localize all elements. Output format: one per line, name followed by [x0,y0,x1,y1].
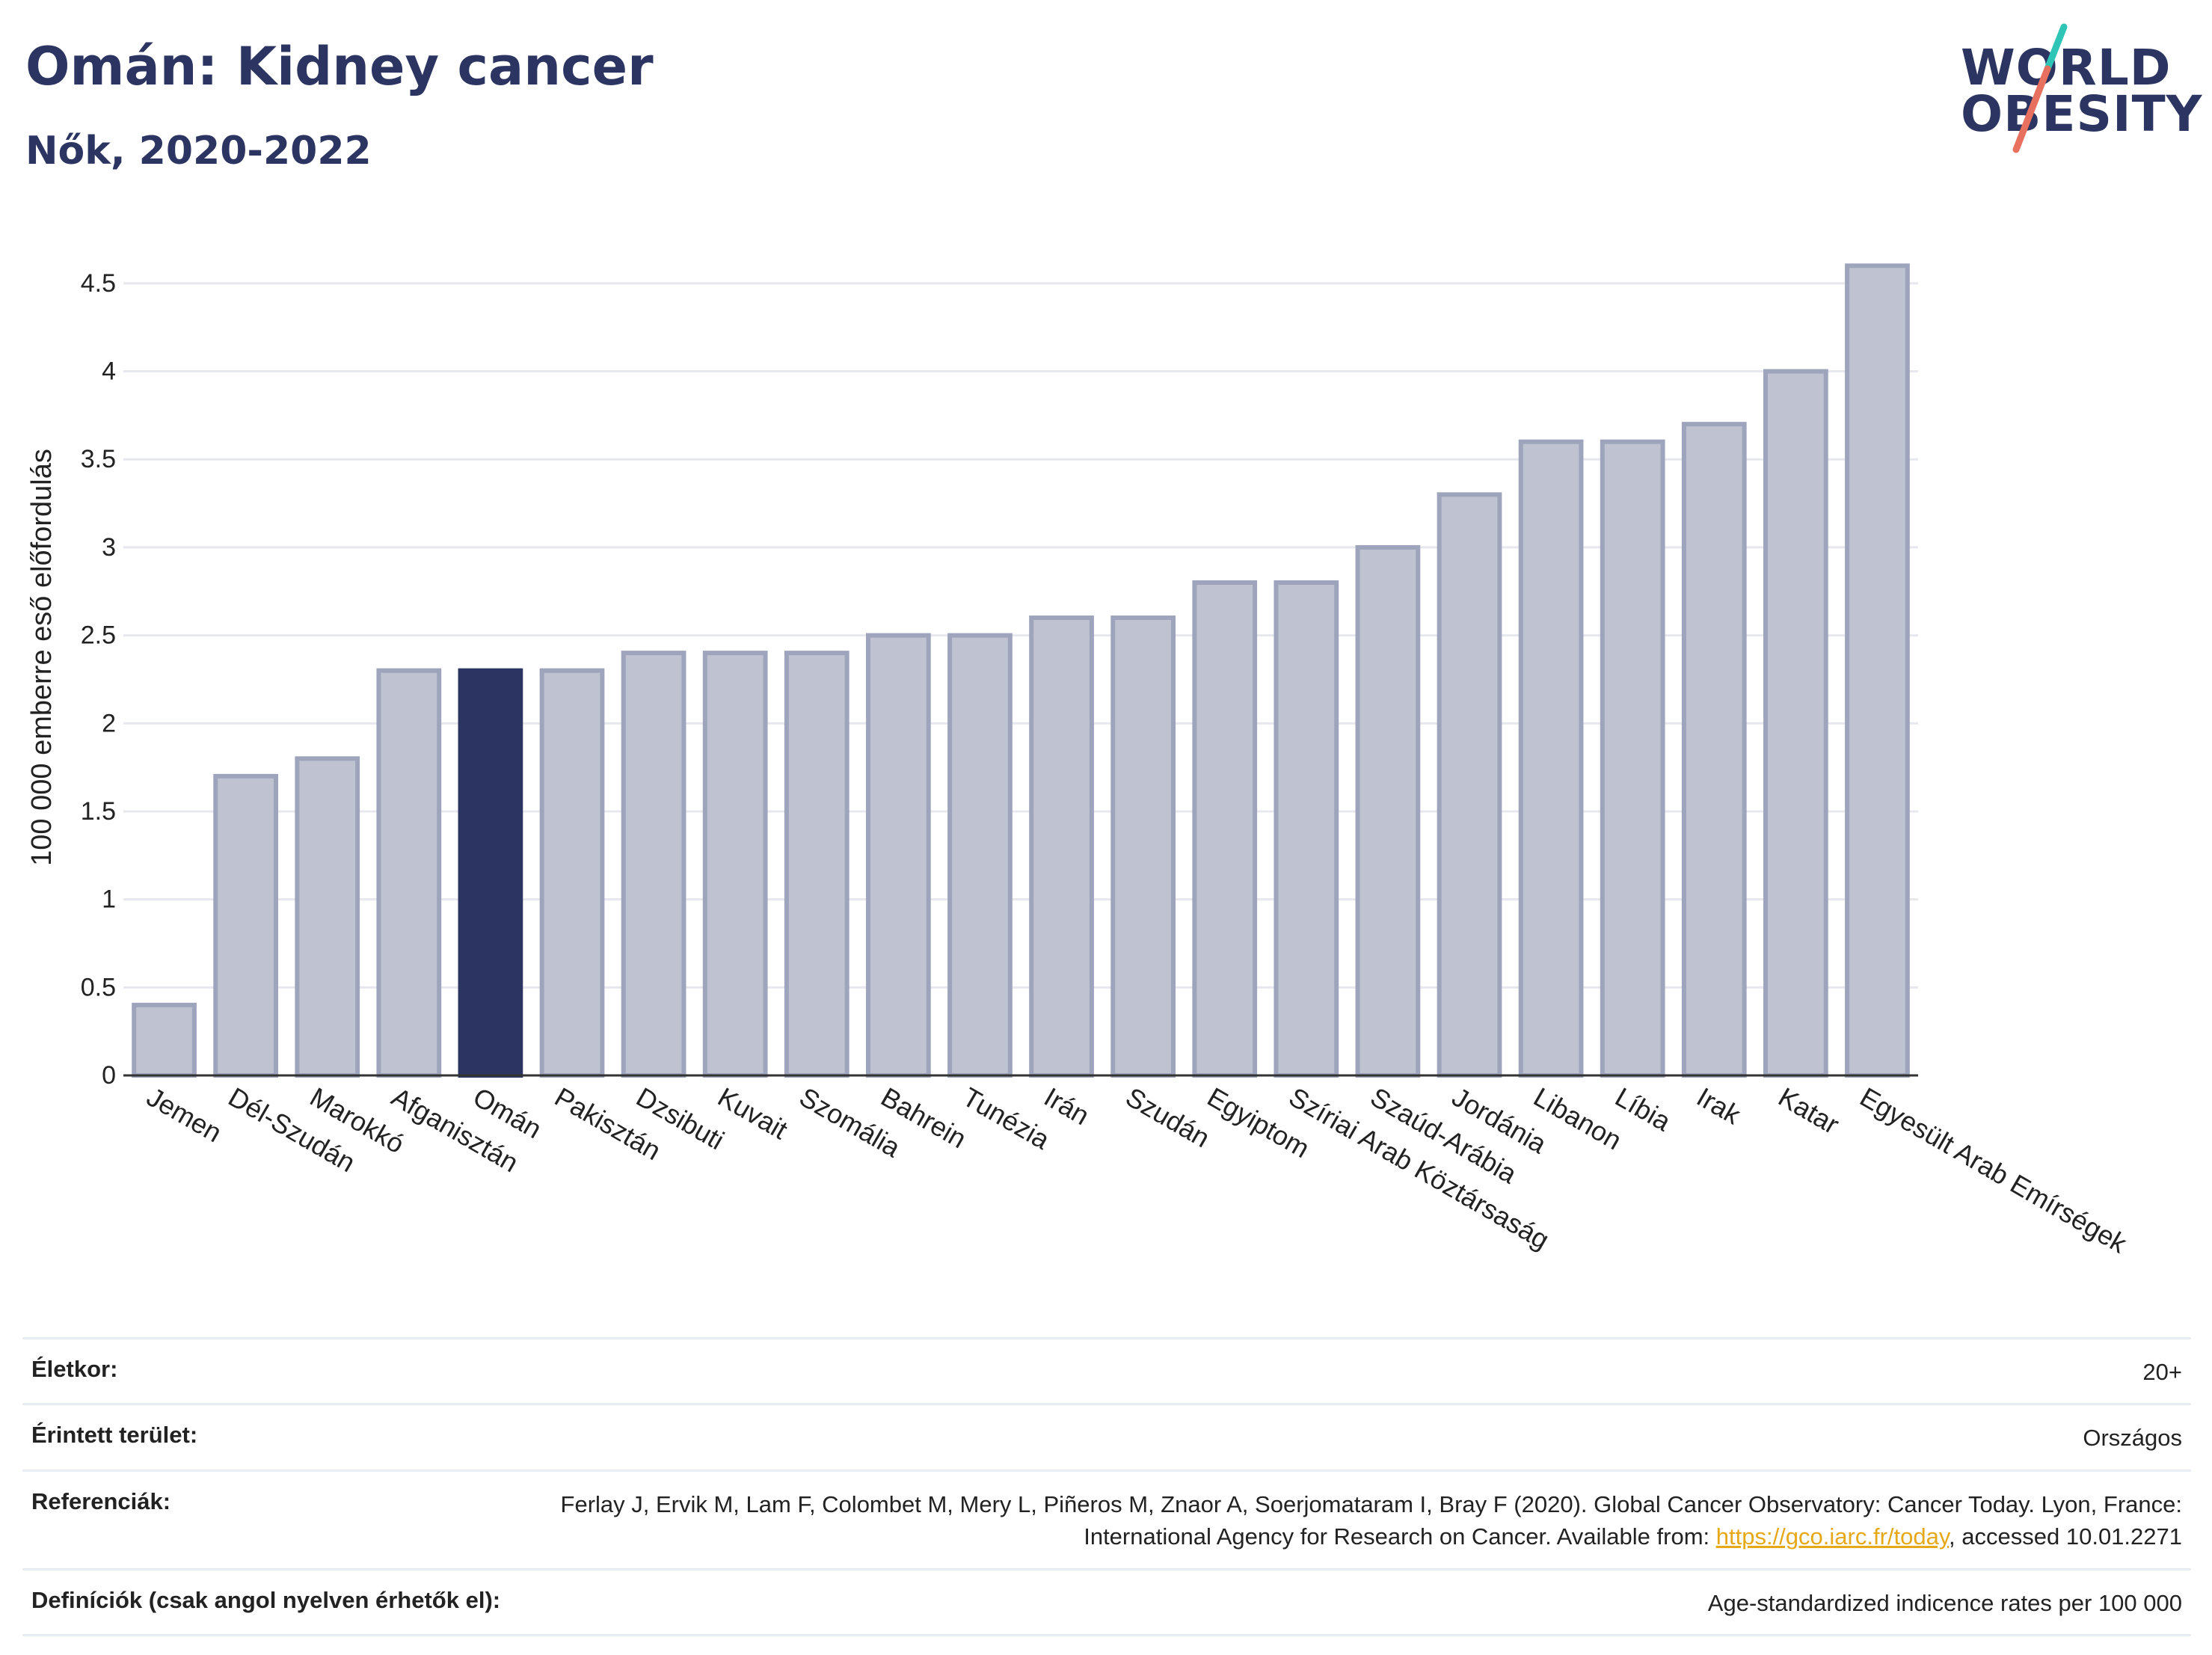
references-label: Referenciák: [31,1487,171,1514]
x-tick-label: Tunézia [957,1081,1055,1155]
bar [539,668,605,1078]
bar [1763,369,1828,1078]
y-tick-label: 4 [102,357,116,386]
bar [1110,615,1176,1078]
bar [1845,263,1910,1078]
bar-chart: 00.511.522.533.544.5JemenDél-SzudánMarok… [26,263,2133,1259]
logo-slash-icon [2012,23,2068,153]
bar [132,1002,197,1078]
bar [1029,615,1094,1078]
bar [866,633,931,1078]
bar [1600,439,1665,1078]
logo-line-2: OBESITY [1961,85,2203,143]
x-tick-label: Egyesült Arab Emírségek [1855,1081,2132,1259]
y-tick-label: 2 [102,709,116,737]
bar [947,633,1013,1078]
bar [621,651,686,1078]
y-tick-label: 0 [102,1061,116,1090]
bar [458,668,523,1078]
x-tick-label: Irak [1692,1081,1746,1131]
definitions-value: Age-standardized indicence rates per 100… [1707,1589,2182,1616]
area-label: Érintett terület: [31,1422,198,1449]
references-text-1: Ferlay J, Ervik M, Lam F, Colombet M, Me… [560,1490,2182,1550]
bar [213,773,279,1078]
bar [702,651,768,1078]
bar [1192,580,1258,1078]
bar [1437,492,1502,1078]
y-tick-label: 3.5 [81,445,116,473]
references-text-2: , accessed 10.01.2271 [1949,1523,2182,1550]
meta-row-references: Referenciák: Ferlay J, Ervik M, Lam F, C… [22,1469,2191,1568]
meta-row-area: Érintett terület: Országos [22,1403,2191,1469]
world-obesity-logo: WORLD OBESITY [1952,22,2203,157]
x-tick-label: Katar [1773,1081,1844,1140]
y-tick-label: 1 [102,885,116,914]
meta-row-age: Életkor: 20+ [22,1337,2191,1403]
x-tick-label: Szudán [1121,1081,1215,1154]
bar [376,668,442,1078]
bar [1274,580,1339,1078]
y-tick-label: 1.5 [81,797,116,826]
logo-line-1: WORLD [1961,39,2172,96]
chart-subtitle: Nők, 2020-2022 [25,129,372,174]
bar [1518,439,1584,1078]
y-tick-label: 4.5 [81,269,116,298]
bar [1355,544,1421,1078]
metadata-table: Életkor: 20+ Érintett terület: Országos … [22,1337,2191,1636]
age-value: 20+ [2142,1359,2182,1385]
references-value: Ferlay J, Ervik M, Lam F, Colombet M, Me… [537,1488,2182,1553]
definitions-label: Definíciók (csak angol nyelven érhetők e… [31,1586,501,1613]
age-label: Életkor: [31,1356,118,1382]
area-value: Országos [2083,1425,2182,1452]
y-tick-label: 3 [102,533,116,562]
bar [1681,422,1747,1078]
bar [784,651,850,1078]
y-axis-title: 100 000 emberre eső előfordulás [26,449,58,866]
x-tick-label: Jemen [142,1081,227,1149]
y-tick-label: 0.5 [81,973,116,1001]
references-link[interactable]: https://gco.iarc.fr/today [1715,1523,1950,1550]
y-tick-label: 2.5 [81,621,116,650]
meta-row-definitions: Definíciók (csak angol nyelven érhetők e… [22,1568,2191,1636]
bar [295,756,360,1078]
chart-title: Omán: Kidney cancer [25,36,654,97]
